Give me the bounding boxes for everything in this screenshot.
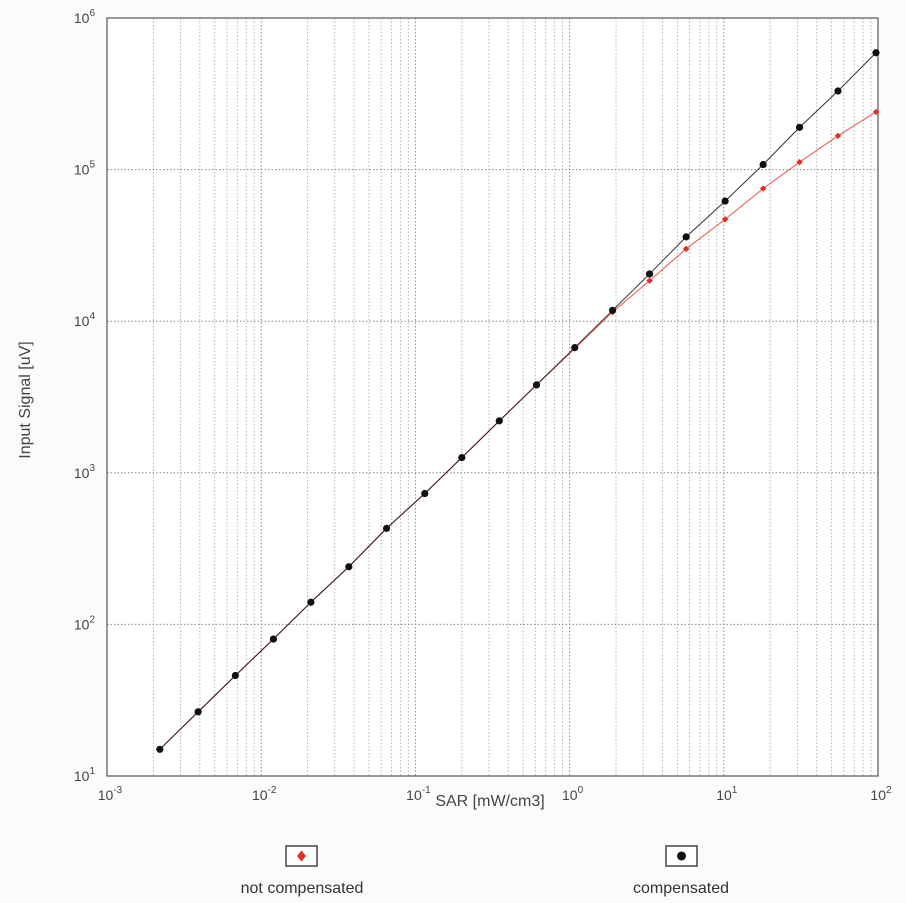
data-point: [231, 671, 239, 680]
plot-frame: [106, 17, 879, 777]
data-point: [495, 417, 503, 425]
data-point: [345, 563, 353, 571]
data-point: [834, 87, 842, 95]
series-layer: [156, 49, 880, 753]
x-tick-label: 100: [562, 785, 584, 803]
y-tick-label: 103: [74, 463, 96, 481]
series-line: [159, 52, 877, 750]
y-tick-label: 105: [74, 160, 96, 178]
plot-background: [107, 18, 878, 776]
data-point: [458, 453, 466, 462]
y-tick-label: 104: [74, 311, 96, 329]
data-point: [645, 270, 654, 278]
data-point: [759, 185, 767, 192]
legend: not compensated compensated: [241, 845, 729, 897]
x-axis-label: SAR [mW/cm3]: [435, 793, 544, 810]
y-axis-label: Input Signal [uV]: [17, 341, 34, 458]
series-compensated: [156, 49, 880, 753]
y-tick-label: 101: [74, 766, 96, 784]
data-point: [721, 197, 729, 205]
data-point: [872, 108, 880, 116]
tick-labels: 10-3 10-2 10-1 100 101 102 101 102 103 104 105 106: [74, 8, 892, 803]
data-point: [795, 123, 804, 131]
data-point: [608, 306, 617, 314]
x-tick-label: 102: [870, 785, 892, 803]
legend-label-not-compensated: not compensated: [241, 880, 364, 897]
x-tick-label: 10-2: [252, 785, 277, 803]
legend-item-compensated: compensated: [633, 845, 729, 897]
legend-marker-diamond: [297, 850, 306, 862]
data-point: [682, 233, 690, 241]
x-tick-label: 10-3: [98, 785, 123, 803]
legend-item-not-compensated: not compensated: [241, 845, 364, 897]
data-point: [382, 524, 391, 532]
data-point: [834, 132, 842, 140]
y-tick-label: 102: [74, 614, 96, 632]
data-point: [721, 216, 729, 223]
data-point: [269, 635, 278, 643]
data-point: [532, 381, 541, 389]
data-point: [194, 708, 202, 716]
legend-label-compensated: compensated: [633, 880, 729, 897]
legend-marker-circle: [677, 851, 686, 861]
y-tick-label: 106: [74, 8, 96, 26]
data-point: [646, 277, 653, 284]
data-point: [307, 598, 315, 606]
data-point: [421, 489, 429, 498]
data-point: [759, 160, 767, 169]
grid: [107, 18, 878, 776]
x-tick-label: 10-1: [406, 785, 431, 803]
data-point: [872, 49, 880, 57]
data-point: [682, 245, 690, 253]
data-point: [156, 745, 164, 753]
data-point: [796, 158, 803, 166]
x-tick-label: 101: [716, 785, 738, 803]
data-point: [571, 343, 579, 352]
